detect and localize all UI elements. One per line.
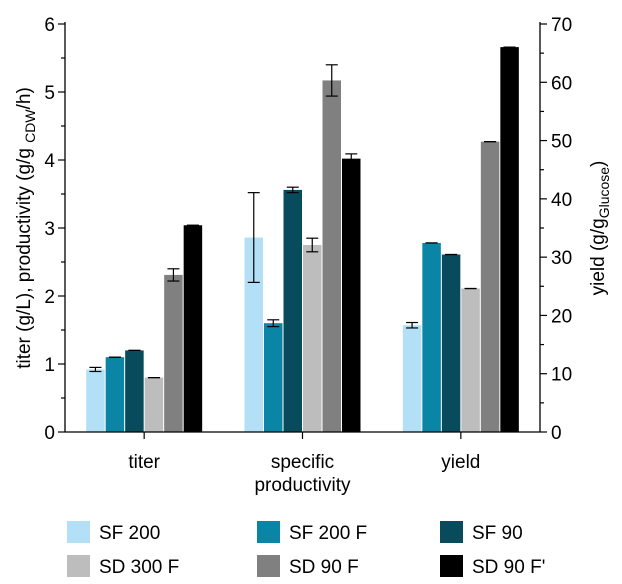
y-axis-title: titer (g/L), productivity (g/g CDW/h) xyxy=(14,87,38,369)
y2-tick-label: 70 xyxy=(551,15,572,36)
error-bar xyxy=(286,186,299,194)
legend-item: SD 90 F' xyxy=(440,555,545,578)
bar xyxy=(480,141,500,432)
y2-tick-label: 30 xyxy=(551,248,572,269)
legend-swatch xyxy=(67,521,90,543)
error-bar xyxy=(306,237,319,253)
legend-item: SD 90 F xyxy=(257,555,359,578)
legend-label: SF 90 xyxy=(472,523,523,544)
legend-swatch xyxy=(257,555,280,577)
bar xyxy=(144,377,164,432)
y-axis-title-main: titer (g/L), productivity (g/g xyxy=(14,143,35,369)
y-tick-label: 3 xyxy=(44,219,55,240)
legend-item: SF 200 xyxy=(67,521,160,544)
legend-label: SF 200 xyxy=(99,523,160,544)
y-tick-label: 4 xyxy=(44,151,55,172)
legend-label: SF 200 F xyxy=(289,523,367,544)
bar xyxy=(402,325,422,432)
bar xyxy=(244,237,263,432)
y2-axis-title-main: yield (g/g xyxy=(588,218,609,295)
error-bar xyxy=(325,64,338,97)
legend-label: SD 90 F xyxy=(289,557,359,578)
y-tick-label: 6 xyxy=(44,15,55,36)
legend-item: SD 300 F xyxy=(67,555,179,578)
error-bar xyxy=(89,366,102,373)
legend-item: SF 90 xyxy=(440,521,523,544)
bar xyxy=(125,350,144,432)
error-bar xyxy=(267,319,280,328)
error-bar xyxy=(247,192,260,283)
bar xyxy=(500,47,519,433)
y2-tick-label: 10 xyxy=(551,365,572,386)
y-tick-label: 0 xyxy=(44,423,55,444)
x-tick-label: titer xyxy=(128,452,160,473)
bar xyxy=(303,245,322,432)
legend-swatch xyxy=(440,521,463,543)
legend-swatch xyxy=(67,555,90,577)
x-tick-label-line: specific xyxy=(271,452,334,473)
legend: SF 200 SF 200 F SF 90 SD 300 F SD 90 F SD 90 … xyxy=(67,521,545,578)
error-bar xyxy=(406,321,419,329)
error-bar xyxy=(345,153,358,164)
y2-axis-title: yield (g/gGlucose) xyxy=(588,161,612,296)
bar xyxy=(422,242,441,432)
y2-tick-label: 40 xyxy=(551,190,572,211)
y-tick-label: 5 xyxy=(44,83,55,104)
bar xyxy=(283,189,302,432)
y-tick-label: 2 xyxy=(44,287,55,308)
bar xyxy=(105,357,125,432)
x-tick-label: yield xyxy=(441,452,480,473)
y2-tick-label: 50 xyxy=(551,132,572,153)
x-tick-label-line: yield xyxy=(441,452,480,473)
y2-tick-label: 60 xyxy=(551,73,572,94)
bar xyxy=(86,369,105,432)
y-axis-title-sub: CDW xyxy=(22,109,38,143)
legend-label: SD 300 F xyxy=(99,557,179,578)
bar xyxy=(441,254,461,432)
x-tick-label-line: productivity xyxy=(254,475,351,496)
bar xyxy=(322,80,341,432)
bars-layer xyxy=(86,46,519,433)
y2-axis-title-sub: Glucose xyxy=(596,167,612,219)
bar xyxy=(342,158,361,432)
legend-label: SD 90 F' xyxy=(472,557,545,578)
y-tick-label: 1 xyxy=(44,355,55,376)
x-tick-label: specific productivity xyxy=(254,452,351,496)
y-axis-title-tail: /h) xyxy=(14,87,35,109)
legend-item: SF 200 F xyxy=(257,521,367,544)
y2-tick-label: 0 xyxy=(551,423,562,444)
legend-swatch xyxy=(257,521,280,543)
legend-swatch xyxy=(440,555,463,577)
bar xyxy=(461,288,480,432)
bar xyxy=(164,274,183,432)
x-tick-label-line: titer xyxy=(128,452,160,473)
error-bar xyxy=(167,268,180,282)
y2-tick-label: 20 xyxy=(551,306,572,327)
y2-axis-title-tail: ) xyxy=(588,161,609,167)
bar xyxy=(183,225,203,432)
bar xyxy=(264,323,283,432)
